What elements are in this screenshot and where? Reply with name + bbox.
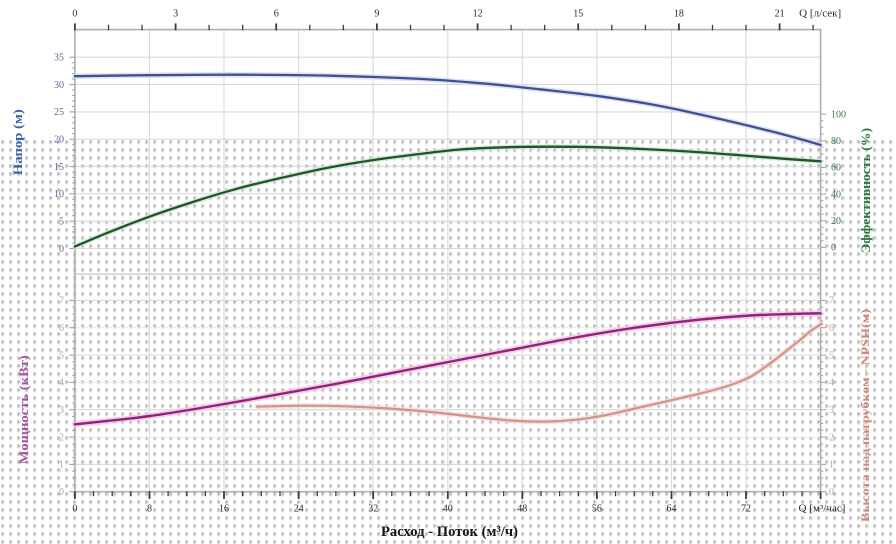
svg-text:60: 60	[831, 163, 841, 174]
svg-text:24: 24	[294, 504, 304, 515]
svg-text:Расход - Поток (м³/ч): Расход - Поток (м³/ч)	[381, 524, 518, 540]
svg-text:48: 48	[517, 504, 527, 515]
svg-text:5: 5	[59, 350, 64, 361]
svg-text:32: 32	[368, 504, 378, 515]
svg-text:0: 0	[831, 243, 836, 254]
svg-text:0: 0	[72, 9, 77, 20]
svg-text:15: 15	[573, 9, 583, 20]
svg-text:0: 0	[72, 504, 77, 515]
svg-text:4: 4	[829, 378, 834, 389]
svg-text:40: 40	[831, 189, 841, 200]
svg-text:3: 3	[59, 405, 64, 416]
svg-text:56: 56	[592, 504, 602, 515]
svg-text:64: 64	[667, 504, 677, 515]
svg-text:7: 7	[59, 296, 64, 307]
svg-text:30: 30	[54, 80, 64, 91]
svg-text:15: 15	[54, 162, 64, 173]
svg-text:2: 2	[59, 432, 64, 443]
svg-text:0: 0	[829, 487, 834, 498]
svg-text:0: 0	[59, 244, 64, 255]
svg-text:80: 80	[831, 136, 841, 147]
svg-text:25: 25	[54, 107, 64, 118]
svg-text:100: 100	[831, 109, 846, 120]
svg-text:35: 35	[54, 53, 64, 64]
svg-text:2: 2	[829, 432, 834, 443]
svg-text:3: 3	[829, 405, 834, 416]
svg-text:1: 1	[829, 460, 834, 471]
svg-text:20: 20	[831, 216, 841, 227]
svg-text:5: 5	[829, 350, 834, 361]
svg-text:Эффективность (%): Эффективность (%)	[859, 128, 873, 253]
svg-text:12: 12	[473, 9, 483, 20]
svg-text:Напор (м): Напор (м)	[11, 109, 25, 175]
svg-text:Высота над патрубком - NPSH(м): Высота над патрубком - NPSH(м)	[858, 309, 872, 522]
svg-text:5: 5	[59, 217, 64, 228]
svg-text:40: 40	[443, 504, 453, 515]
svg-text:6: 6	[59, 323, 64, 334]
svg-text:7: 7	[829, 296, 834, 307]
svg-text:9: 9	[374, 9, 379, 20]
svg-text:6: 6	[829, 323, 834, 334]
svg-text:72: 72	[741, 504, 751, 515]
svg-text:16: 16	[219, 504, 229, 515]
svg-text:8: 8	[147, 504, 152, 515]
svg-text:Q [л/сек]: Q [л/сек]	[799, 9, 841, 20]
svg-text:Мощность (кВт): Мощность (кВт)	[17, 355, 31, 464]
svg-text:0: 0	[59, 487, 64, 498]
svg-text:1: 1	[59, 460, 64, 471]
svg-text:18: 18	[674, 9, 684, 20]
svg-text:20: 20	[54, 135, 64, 146]
svg-text:10: 10	[54, 189, 64, 200]
svg-text:Q [м³/час]: Q [м³/час]	[799, 504, 846, 515]
svg-text:4: 4	[59, 378, 64, 389]
svg-text:21: 21	[775, 9, 785, 20]
svg-text:6: 6	[274, 9, 279, 20]
svg-text:3: 3	[173, 9, 178, 20]
